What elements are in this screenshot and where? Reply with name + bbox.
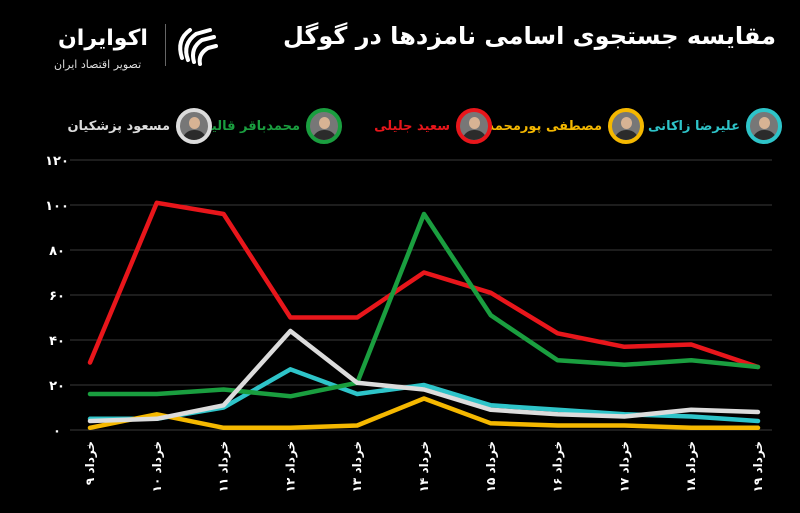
x-tick-label: ۱۰ خرداد (150, 441, 164, 492)
y-tick-label: ۲۰ (49, 379, 65, 394)
logo: اکوایران تصویر اقتصاد ایران (28, 14, 218, 74)
legend-item: محمدباقر قالیباف (187, 104, 342, 148)
legend-item: علیرضا زاکانی (648, 104, 782, 148)
x-tick-label: ۱۳ خرداد (350, 441, 364, 492)
x-tick-label: ۱۷ خرداد (617, 441, 631, 492)
candidate-portrait-icon (746, 108, 782, 144)
chart-legend: علیرضا زاکانی مصطفی پورمحمدی سعید جلیلی محم… (67, 104, 782, 148)
y-tick-label: ۱۰۰ (45, 199, 69, 214)
y-tick-label: ۴۰ (49, 334, 65, 349)
x-tick-label: ۹ خرداد (83, 441, 97, 485)
y-tick-label: ۱۲۰ (45, 154, 69, 169)
candidate-portrait-icon (456, 108, 492, 144)
candidate-portrait-icon (176, 108, 212, 144)
candidate-portrait-icon (608, 108, 644, 144)
y-tick-label: ۸۰ (49, 244, 65, 259)
logo-name: اکوایران (58, 26, 148, 51)
candidate-portrait-icon (306, 108, 342, 144)
logo-divider (165, 24, 166, 66)
series-line (87, 211, 761, 399)
chart-title: مقایسه جستجوی اسامی نامزدها در گوگل (282, 22, 776, 50)
x-tick-label: ۱۸ خرداد (684, 441, 698, 492)
legend-item: مسعود پزشکیان (67, 104, 212, 148)
series-line (87, 328, 761, 424)
x-tick-label: ۱۲ خرداد (283, 441, 297, 492)
y-tick-label: ۰ (53, 424, 61, 439)
logo-mark-icon (178, 28, 218, 66)
x-tick-label: ۱۴ خرداد (417, 441, 431, 492)
legend-label: محمدباقر قالیباف (186, 118, 300, 134)
legend-item: سعید جلیلی (374, 104, 492, 148)
legend-label: سعید جلیلی (374, 118, 450, 134)
series-line (87, 200, 761, 370)
x-tick-label: ۱۱ خرداد (217, 441, 231, 492)
legend-label: علیرضا زاکانی (648, 118, 740, 134)
legend-label: مصطفی پورمحمدی (475, 118, 602, 134)
legend-item: مصطفی پورمحمدی (475, 104, 644, 148)
legend-label: مسعود پزشکیان (67, 118, 170, 134)
series-line (87, 396, 761, 431)
logo-tagline: تصویر اقتصاد ایران (54, 58, 142, 71)
x-tick-label: ۱۹ خرداد (751, 441, 765, 492)
x-tick-label: ۱۶ خرداد (551, 441, 565, 492)
y-tick-label: ۶۰ (49, 289, 65, 304)
x-tick-label: ۱۵ خرداد (484, 441, 498, 492)
